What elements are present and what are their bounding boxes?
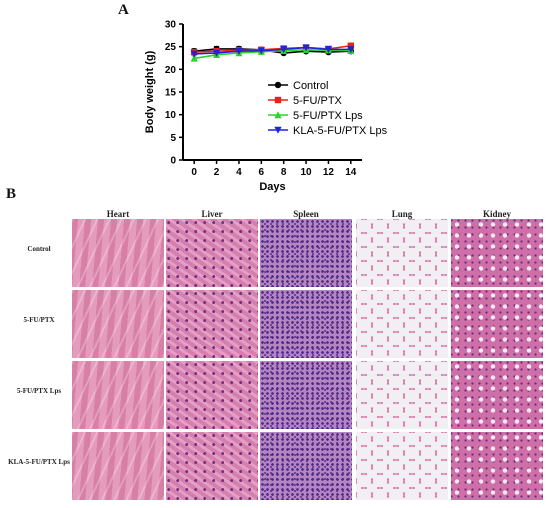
x-axis-label: Days bbox=[259, 181, 285, 193]
data-point-5-fu-ptx-lps bbox=[190, 54, 198, 62]
x-tick-label: 2 bbox=[214, 167, 220, 178]
x-tick-label: 12 bbox=[323, 167, 335, 178]
column-header-spleen: Spleen bbox=[293, 209, 319, 219]
x-tick-label: 0 bbox=[191, 167, 197, 178]
legend-marker-kla-5-fu-ptx-lps bbox=[274, 126, 282, 134]
histology-image-kidney bbox=[451, 219, 543, 287]
legend-label-control: Control bbox=[293, 80, 328, 92]
legend-label-kla-5-fu-ptx-lps: KLA-5-FU/PTX Lps bbox=[293, 125, 388, 137]
row-label: KLA-5-FU/PTX Lps bbox=[8, 458, 70, 466]
x-tick-label: 8 bbox=[281, 167, 287, 178]
histology-image-kidney bbox=[451, 432, 543, 500]
histology-image-liver bbox=[166, 432, 258, 500]
y-tick-label: 5 bbox=[170, 133, 176, 144]
body-weight-chart: 0 5 10 15 20 25 30 0 2 4 6 8 10 12 14 Days Body weight (… bbox=[144, 20, 388, 194]
x-tick-label: 14 bbox=[345, 167, 357, 178]
data-point-kla-5-fu-ptx-lps bbox=[190, 50, 198, 58]
y-tick-label: 15 bbox=[165, 88, 177, 99]
legend-marker-5-fu-ptx bbox=[274, 96, 282, 104]
data-point-kla-5-fu-ptx-lps bbox=[324, 46, 333, 54]
y-tick-label: 0 bbox=[170, 156, 176, 167]
legend-marker-5-fu-ptx-lps bbox=[274, 111, 282, 119]
column-header-heart: Heart bbox=[106, 209, 130, 219]
series-line-5-fu-ptx-lps bbox=[194, 49, 351, 60]
histology-image-lung bbox=[356, 361, 448, 429]
column-header-kidney: Kidney bbox=[482, 209, 511, 219]
histology-image-liver bbox=[166, 219, 258, 287]
panel-b-label: B bbox=[6, 186, 17, 202]
y-tick-label: 10 bbox=[165, 110, 177, 121]
x-tick-label: 6 bbox=[259, 167, 265, 178]
x-tick-label: 4 bbox=[236, 167, 242, 178]
data-point-kla-5-fu-ptx-lps bbox=[347, 46, 355, 54]
y-tick-label: 20 bbox=[165, 65, 177, 76]
column-header-liver: Liver bbox=[201, 209, 223, 219]
histology-image-heart bbox=[72, 361, 164, 429]
histology-image-spleen bbox=[260, 361, 352, 429]
histology-image-liver bbox=[166, 290, 258, 358]
legend-marker-control bbox=[274, 81, 282, 89]
data-point-kla-5-fu-ptx-lps bbox=[280, 46, 288, 54]
row-label: 5-FU/PTX Lps bbox=[16, 387, 62, 395]
series-line-kla-5-fu-ptx-lps bbox=[194, 46, 351, 55]
row-label: 5-FU/PTX bbox=[23, 316, 55, 324]
data-point-5-fu-ptx bbox=[347, 42, 355, 49]
histology-image-kidney bbox=[451, 290, 543, 358]
histology-image-lung bbox=[356, 290, 448, 358]
histology-image-spleen bbox=[260, 219, 352, 287]
histology-image-heart bbox=[72, 432, 164, 500]
column-header-lung: Lung bbox=[391, 209, 413, 219]
histology-image-lung bbox=[356, 219, 448, 287]
histology-image-heart bbox=[72, 290, 164, 358]
row-label: Control bbox=[27, 245, 51, 253]
y-tick-label: 30 bbox=[165, 20, 177, 31]
x-tick-label: 10 bbox=[301, 167, 313, 178]
legend-label-5-fu-ptx: 5-FU/PTX bbox=[293, 95, 343, 107]
data-point-kla-5-fu-ptx-lps bbox=[235, 48, 243, 55]
legend-label-5-fu-ptx-lps: 5-FU/PTX Lps bbox=[293, 110, 363, 122]
histology-image-liver bbox=[166, 361, 258, 429]
data-point-kla-5-fu-ptx-lps bbox=[257, 47, 265, 55]
data-point-kla-5-fu-ptx-lps bbox=[302, 44, 310, 52]
histology-image-heart bbox=[72, 219, 164, 287]
histology-image-spleen bbox=[260, 290, 352, 358]
panel-a-label: A bbox=[118, 2, 129, 18]
y-axis-label: Body weight (g) bbox=[144, 50, 156, 133]
histology-image-lung bbox=[356, 432, 448, 500]
histology-image-kidney bbox=[451, 361, 543, 429]
data-point-kla-5-fu-ptx-lps bbox=[212, 49, 221, 57]
y-tick-label: 25 bbox=[165, 42, 177, 53]
histology-image-spleen bbox=[260, 432, 352, 500]
